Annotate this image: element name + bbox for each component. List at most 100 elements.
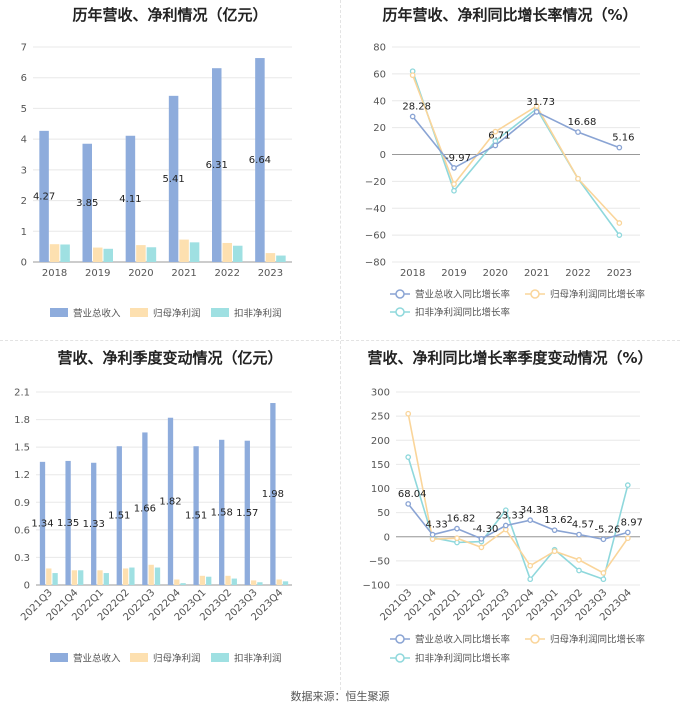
revenue-growth-data-label: 34.38 — [520, 505, 549, 516]
revenue-growth-data-label: 16.68 — [568, 117, 597, 128]
series-point — [624, 529, 631, 536]
bar-revenue — [91, 462, 97, 585]
x-tick-label: 2022 — [565, 268, 590, 279]
panel-title: 历年营收、净利同比增长率情况（%） — [382, 6, 638, 24]
series-point — [616, 232, 623, 238]
series-point — [576, 557, 582, 563]
series-point — [451, 187, 457, 194]
bar-parent-net-profit — [136, 245, 146, 262]
revenue-data-label: 1.35 — [57, 518, 79, 529]
series-point — [600, 570, 607, 576]
bar-revenue — [244, 440, 250, 585]
bar-parent-net-profit — [250, 580, 257, 585]
revenue-data-label: 1.82 — [159, 496, 181, 507]
revenue-growth-data-label: 4.57 — [572, 520, 594, 531]
revenue-growth-data-label: 8.97 — [621, 517, 643, 528]
annual-growth-panel: 历年营收、净利同比增长率情况（%） 80 60 40 20 0 −20 −40 −60 −80 2… — [340, 0, 680, 340]
series-point — [551, 527, 558, 534]
revenue-data-label: 1.51 — [185, 511, 207, 522]
annual-revenue-profit-panel: 历年营收、净利情况（亿元） 0 1 2 3 4 5 6 7 4.27 2018 3.85 2019 4.… — [0, 0, 340, 340]
series-point — [429, 536, 436, 543]
revenue-data-label: 1.34 — [31, 518, 53, 529]
y-tick-label: 4 — [21, 135, 27, 146]
vertical-divider — [340, 0, 341, 690]
legend-marker — [530, 289, 540, 299]
y-tick-label: −40 — [365, 204, 386, 215]
x-tick-label: 2022 — [215, 268, 240, 279]
revenue-data-label: 4.27 — [33, 191, 55, 202]
bar-revenue — [125, 135, 136, 262]
series-point — [575, 129, 581, 135]
bar-deducted-net-profit — [52, 573, 58, 585]
revenue-growth-data-label: 23.33 — [495, 510, 524, 521]
series-line — [407, 456, 629, 581]
series-point — [575, 175, 581, 182]
revenue-data-label: 3.85 — [76, 198, 98, 209]
series-point — [624, 535, 631, 542]
horizontal-divider — [0, 340, 680, 341]
x-tick-label: 2019 — [441, 268, 466, 279]
x-tick-label: 2021 — [524, 268, 549, 279]
y-tick-label: 2 — [21, 196, 27, 207]
bar-parent-net-profit — [148, 564, 154, 585]
bar-parent-net-profit — [225, 575, 231, 585]
bar-parent-net-profit — [97, 570, 103, 585]
bar-deducted-net-profit — [78, 570, 84, 585]
bar-parent-net-profit — [276, 579, 282, 585]
y-tick-label: 1.5 — [14, 443, 30, 454]
bar-revenue — [65, 460, 71, 585]
bar-revenue — [82, 143, 92, 262]
bar-revenue — [167, 417, 174, 585]
y-tick-label: 3 — [21, 165, 27, 176]
y-tick-label: 300 — [371, 388, 390, 399]
bar-parent-net-profit — [71, 570, 78, 585]
series-line — [407, 413, 629, 574]
y-tick-label: 50 — [377, 508, 390, 519]
quarterly-revenue-profit-chart: 00.30.60.91.21.51.82.11.342021Q31.352021… — [14, 388, 292, 665]
y-tick-label: −100 — [363, 581, 390, 592]
bar-revenue — [39, 461, 46, 585]
revenue-data-label: 6.64 — [249, 155, 271, 166]
panel-title: 营收、净利同比增长率季度变动情况（%） — [367, 349, 653, 367]
legend-label: 营业总收入 — [73, 653, 121, 665]
bar-revenue — [212, 68, 222, 262]
legend-swatch — [211, 308, 229, 317]
revenue-data-label: 4.11 — [119, 194, 141, 205]
series-point — [527, 562, 534, 569]
bar-deducted-net-profit — [103, 573, 109, 585]
bar-deducted-net-profit — [180, 583, 186, 585]
bar-deducted-net-profit — [154, 567, 161, 585]
series-point — [600, 536, 607, 543]
series-point — [451, 181, 457, 187]
x-tick-label: 2023 — [607, 268, 632, 279]
series-point — [502, 522, 509, 529]
bar-parent-net-profit — [179, 239, 189, 262]
legend-label: 扣非净利润同比增长率 — [415, 653, 511, 665]
x-tick-label: 2020 — [483, 268, 508, 279]
y-tick-label: 20 — [373, 123, 386, 134]
bar-parent-net-profit — [265, 253, 276, 262]
series-point — [527, 517, 534, 524]
revenue-data-label: 5.41 — [162, 174, 184, 185]
y-tick-label: 1.8 — [14, 415, 30, 426]
y-tick-label: 2.1 — [14, 388, 30, 399]
bar-deducted-net-profit — [60, 244, 70, 262]
legend-label: 扣非净利润同比增长率 — [415, 307, 511, 319]
legend-swatch — [50, 308, 68, 317]
series-line — [411, 70, 620, 236]
y-tick-label: 0 — [384, 532, 390, 543]
series-point — [454, 525, 460, 532]
x-tick-label: 2020 — [128, 268, 153, 279]
bar-revenue — [168, 95, 179, 262]
y-tick-label: 100 — [371, 484, 390, 495]
legend-marker — [395, 653, 405, 663]
bar-revenue — [116, 446, 122, 585]
series-point — [492, 128, 499, 135]
series-point — [405, 410, 412, 417]
legend-marker — [530, 634, 540, 644]
y-tick-label: 0.9 — [14, 498, 30, 509]
legend-marker — [395, 307, 405, 317]
series-point — [478, 535, 485, 542]
y-tick-label: 0.6 — [14, 525, 30, 536]
bar-deducted-net-profit — [233, 245, 243, 262]
